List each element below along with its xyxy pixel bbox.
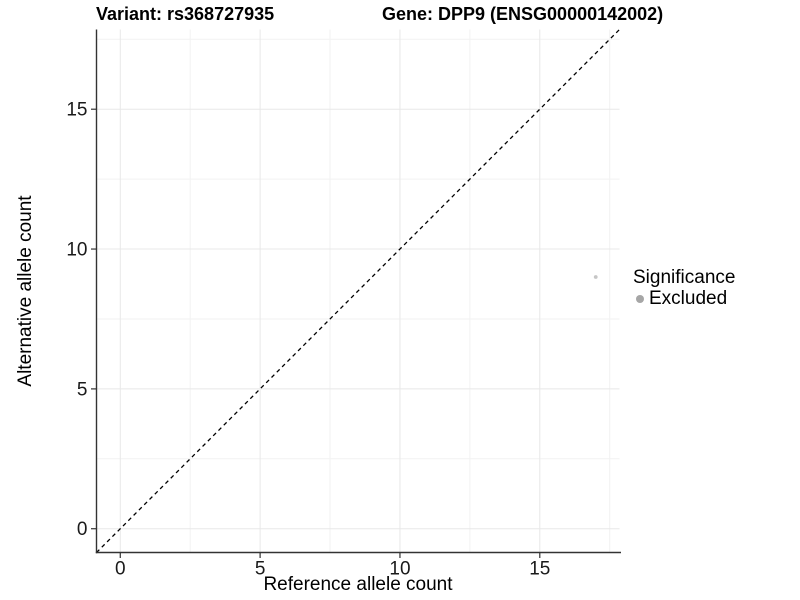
major-gridlines — [96, 29, 620, 553]
y-tick-label: 0 — [77, 519, 88, 540]
plot-title-gene: Gene: DPP9 (ENSG00000142002) — [382, 4, 664, 24]
y-axis-title: Alternative allele count — [15, 195, 36, 387]
data-points — [593, 275, 598, 279]
plot-title-variant: Variant: rs368727935 — [96, 4, 275, 24]
legend-item-excluded: Excluded — [633, 289, 735, 309]
legend-item-label: Excluded — [649, 288, 728, 309]
x-tick-label: 10 — [389, 559, 410, 580]
x-axis-title: Reference allele count — [263, 574, 453, 595]
y-tick-label: 5 — [77, 379, 88, 400]
data-point — [593, 275, 598, 279]
y-tick-label: 15 — [66, 100, 87, 121]
y-tick-label: 10 — [66, 240, 87, 261]
axis-lines — [95, 29, 621, 554]
identity-dashed-line — [96, 29, 620, 553]
legend: Significance Excluded — [633, 267, 735, 309]
identity-line — [96, 29, 620, 553]
x-tick-label: 0 — [115, 559, 126, 580]
axis-tick-marks — [91, 108, 541, 558]
minor-gridlines — [96, 29, 620, 553]
x-tick-label: 5 — [255, 559, 266, 580]
legend-point-icon — [636, 295, 644, 303]
x-tick-labels: 0 5 10 15 — [115, 559, 550, 580]
legend-title: Significance — [633, 267, 736, 288]
y-tick-labels: 0 5 10 15 — [66, 100, 87, 541]
x-tick-label: 15 — [529, 559, 550, 580]
